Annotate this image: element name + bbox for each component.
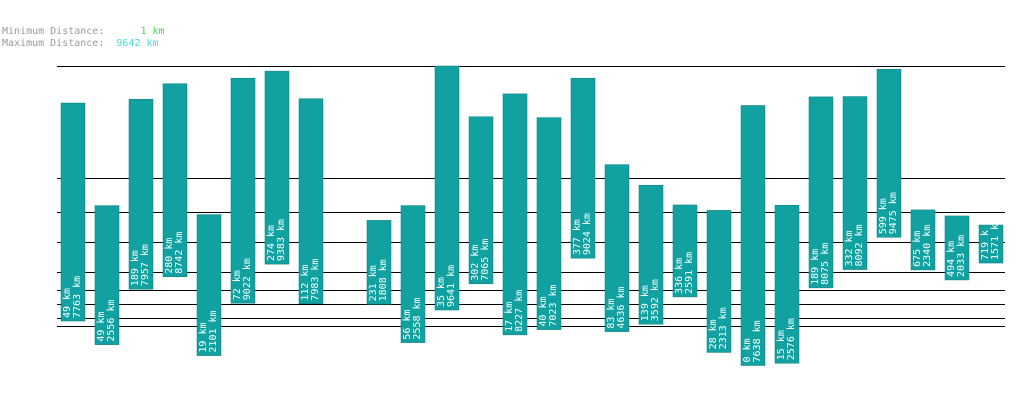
- range-bar-18: [672, 204, 698, 298]
- range-bar-5: [230, 77, 256, 304]
- range-bar-23: [842, 96, 868, 270]
- range-bar-26: [944, 215, 970, 281]
- range-bar-27: [978, 224, 1004, 264]
- bar-min-label-12: 302 km: [470, 245, 481, 281]
- bar-max-label-12: 7065 km: [480, 239, 491, 281]
- bar-min-label-17: 139 km: [640, 285, 651, 321]
- bar-min-label-25: 675 km: [912, 231, 923, 267]
- bar-min-label-7: 112 km: [300, 265, 311, 301]
- bar-min-label-16: 83 km: [606, 299, 617, 329]
- bar-min-label-21: 15 km: [776, 330, 787, 360]
- range-bar-22: [808, 96, 834, 289]
- range-bar-25: [910, 209, 936, 271]
- bar-min-label-26: 494 km: [946, 241, 957, 277]
- bar-min-label-27: 719 k: [980, 230, 991, 260]
- range-bar-4: [196, 214, 222, 356]
- bar-max-label-16: 4636 km: [616, 286, 627, 328]
- distance-summary: Minimum Distance: 1 km Maximum Distance:…: [2, 26, 165, 50]
- range-bar-12: [468, 116, 494, 285]
- bar-max-label-24: 9475 km: [888, 192, 899, 234]
- max-distance-label: Maximum Distance:: [2, 38, 105, 49]
- range-bar-1: [94, 205, 120, 345]
- bar-min-label-6: 274 km: [266, 225, 277, 261]
- range-bar-17: [638, 184, 664, 325]
- bar-min-label-15: 377 km: [572, 219, 583, 255]
- bar-min-label-22: 189 km: [810, 249, 821, 285]
- bar-min-label-4: 19 km: [198, 322, 209, 352]
- bar-min-label-19: 28 km: [708, 319, 719, 349]
- bar-max-label-19: 2313 km: [718, 307, 729, 349]
- range-bar-21: [774, 204, 800, 364]
- bar-max-label-13: 8227 km: [514, 290, 525, 332]
- bar-max-label-27: 1571 k: [990, 224, 1001, 260]
- bar-min-label-11: 35 km: [436, 277, 447, 307]
- bar-max-label-1: 2556 km: [106, 299, 117, 341]
- range-bar-13: [502, 93, 528, 336]
- bar-min-label-1: 49 km: [96, 312, 107, 342]
- bar-min-label-3: 280 km: [164, 238, 175, 274]
- bar-max-label-18: 2591 km: [684, 252, 695, 294]
- bar-min-label-20: 0 km: [742, 338, 753, 362]
- range-bar-14: [536, 117, 562, 330]
- bar-max-label-4: 2101 km: [208, 310, 219, 352]
- bar-max-label-14: 7023 km: [548, 284, 559, 326]
- bar-max-label-11: 9641 km: [446, 265, 457, 307]
- bar-max-label-20: 7638 km: [752, 320, 763, 362]
- bar-max-label-2: 7957 km: [140, 244, 151, 286]
- bar-max-label-5: 9022 km: [242, 258, 253, 300]
- range-bar-9: [366, 220, 392, 305]
- range-bar-2: [128, 98, 154, 290]
- min-distance-value: 1 km: [140, 26, 165, 37]
- bar-min-label-9: 231 km: [368, 265, 379, 301]
- bar-min-label-10: 56 km: [402, 309, 413, 339]
- bar-max-label-22: 8075 km: [820, 243, 831, 285]
- bar-max-label-7: 7983 km: [310, 259, 321, 301]
- range-bar-11: [434, 65, 460, 311]
- range-bar-7: [298, 98, 324, 304]
- bar-min-label-18: 336 km: [674, 258, 685, 294]
- min-distance-label: Minimum Distance:: [2, 26, 105, 37]
- bar-max-label-17: 3592 km: [650, 279, 661, 321]
- range-bar-20: [740, 105, 766, 366]
- range-bar-6: [264, 70, 290, 265]
- range-bar-16: [604, 164, 630, 332]
- bar-min-label-13: 17 km: [504, 302, 515, 332]
- bar-max-label-21: 2576 km: [786, 318, 797, 360]
- range-bar-0: [60, 102, 86, 322]
- range-bar-3: [162, 83, 188, 277]
- bar-max-label-25: 2340 km: [922, 225, 933, 267]
- bar-max-label-9: 1808 km: [378, 259, 389, 301]
- range-bar-15: [570, 77, 596, 259]
- bar-max-label-3: 8742 km: [174, 232, 185, 274]
- bar-max-label-23: 8092 km: [854, 224, 865, 266]
- max-distance-value: 9642 km: [116, 38, 159, 49]
- bar-max-label-0: 7763 km: [72, 276, 83, 318]
- bar-min-label-2: 189 km: [130, 250, 141, 286]
- bar-min-label-23: 332 km: [844, 230, 855, 266]
- bar-min-label-0: 49 km: [62, 288, 73, 318]
- bar-max-label-6: 9383 km: [276, 219, 287, 261]
- bar-min-label-5: 72 km: [232, 270, 243, 300]
- range-bar-10: [400, 205, 426, 343]
- bar-max-label-26: 2033 km: [956, 235, 967, 277]
- bar-min-label-24: 599 km: [878, 198, 889, 234]
- bar-max-label-10: 2558 km: [412, 297, 423, 339]
- bar-max-label-15: 9024 km: [582, 213, 593, 255]
- bar-min-label-14: 40 km: [538, 296, 549, 326]
- range-bar-19: [706, 210, 732, 353]
- range-bar-24: [876, 69, 902, 238]
